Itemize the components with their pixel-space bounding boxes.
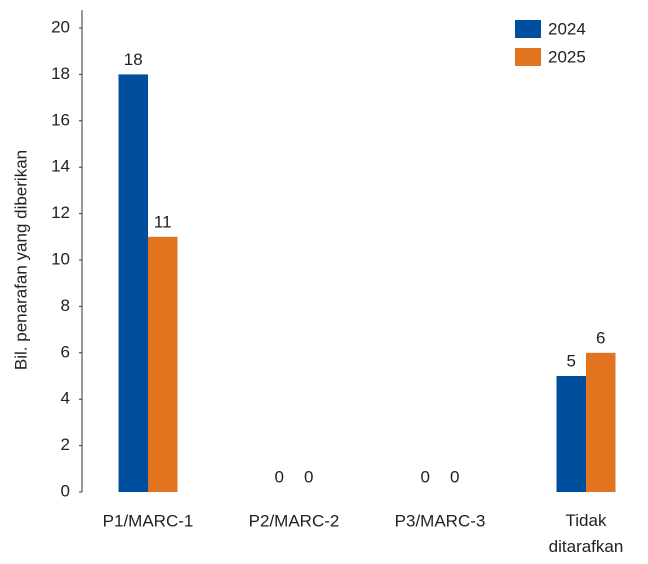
value-label: 0 <box>304 467 313 486</box>
y-tick-label: 4 <box>61 389 70 408</box>
legend-swatch <box>515 48 541 66</box>
value-label: 18 <box>124 50 143 69</box>
y-tick-label: 18 <box>51 64 70 83</box>
bar <box>556 376 586 492</box>
y-tick-label: 14 <box>51 157 70 176</box>
x-tick-label: Tidak ditarafkan <box>549 511 624 556</box>
value-label: 0 <box>450 467 459 486</box>
y-tick-label: 8 <box>61 296 70 315</box>
y-tick-label: 0 <box>61 481 70 500</box>
y-tick-label: 16 <box>51 110 70 129</box>
y-axis-label: Bil. penarafan yang diberikan <box>11 150 30 370</box>
y-tick-label: 2 <box>61 435 70 454</box>
value-label: 0 <box>275 467 284 486</box>
x-tick-label: P3/MARC-3 <box>395 511 486 530</box>
bar <box>586 352 616 492</box>
legend-swatch <box>515 20 541 38</box>
y-tick-label: 10 <box>51 249 70 268</box>
value-label: 5 <box>567 351 576 370</box>
value-label: 6 <box>596 328 605 347</box>
y-tick-label: 12 <box>51 203 70 222</box>
legend-label: 2025 <box>548 47 586 66</box>
legend-label: 2024 <box>548 19 586 38</box>
x-tick-label: P1/MARC-1 <box>103 511 194 530</box>
bar <box>118 74 148 493</box>
value-label: 0 <box>421 467 430 486</box>
x-tick-label: P2/MARC-2 <box>249 511 340 530</box>
value-label: 11 <box>154 212 172 231</box>
y-tick-label: 20 <box>51 17 70 36</box>
y-tick-label: 6 <box>61 342 70 361</box>
bar <box>148 236 178 492</box>
